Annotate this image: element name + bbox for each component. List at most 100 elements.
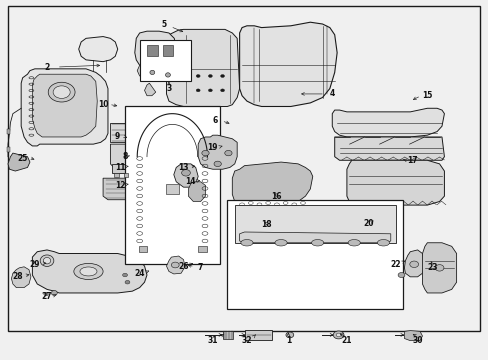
Ellipse shape [220,75,224,77]
Text: 3: 3 [166,84,171,93]
Bar [234,205,395,243]
Text: 31: 31 [207,336,218,345]
Text: 25: 25 [18,154,28,163]
Polygon shape [166,256,184,274]
Ellipse shape [214,161,221,167]
Ellipse shape [171,262,179,268]
Bar [227,200,402,309]
Polygon shape [21,69,108,146]
Polygon shape [334,137,444,160]
Ellipse shape [409,261,418,267]
Bar [123,173,128,177]
Polygon shape [198,135,237,169]
Polygon shape [8,153,30,171]
Bar [147,45,158,56]
Ellipse shape [377,239,389,246]
Ellipse shape [154,53,158,56]
Bar [162,45,173,56]
Polygon shape [239,22,336,107]
Ellipse shape [285,332,293,338]
Ellipse shape [44,292,48,296]
Text: 7: 7 [198,264,203,273]
Bar [166,184,178,194]
Ellipse shape [202,150,209,156]
Ellipse shape [125,280,130,284]
Text: 12: 12 [115,181,125,190]
Ellipse shape [181,170,190,176]
Text: 8: 8 [122,152,127,161]
Text: 22: 22 [389,260,400,269]
Polygon shape [135,31,176,67]
Text: 20: 20 [363,219,373,228]
Ellipse shape [196,75,200,77]
Polygon shape [11,267,31,288]
Polygon shape [103,178,136,200]
Text: 21: 21 [341,336,351,345]
Bar [114,173,119,177]
Text: 5: 5 [161,19,166,28]
Polygon shape [188,182,205,202]
Ellipse shape [150,70,155,75]
Ellipse shape [332,331,343,339]
Polygon shape [137,63,147,76]
Text: 14: 14 [185,177,196,186]
Polygon shape [144,83,156,96]
Polygon shape [422,243,456,293]
Text: 16: 16 [270,192,281,201]
Bar [110,123,134,142]
Text: 32: 32 [241,336,252,345]
Polygon shape [166,30,239,107]
Ellipse shape [153,58,157,61]
Polygon shape [404,250,424,277]
Polygon shape [346,160,444,205]
Ellipse shape [434,265,443,271]
Ellipse shape [311,239,323,246]
Ellipse shape [80,267,97,276]
Polygon shape [79,37,118,62]
Polygon shape [404,330,422,341]
Text: 11: 11 [115,163,125,172]
Polygon shape [32,74,97,137]
Text: 27: 27 [41,292,52,301]
Text: 23: 23 [426,264,437,273]
Text: 30: 30 [411,336,422,345]
Ellipse shape [224,150,232,156]
Ellipse shape [122,273,127,277]
Polygon shape [32,250,147,293]
Text: 4: 4 [329,89,334,98]
Text: 10: 10 [98,100,108,109]
Text: 24: 24 [134,269,144,278]
Text: 9: 9 [115,132,120,141]
Bar [112,164,132,173]
Bar [139,246,147,252]
Ellipse shape [208,75,212,77]
Ellipse shape [51,291,57,296]
Bar [198,246,206,252]
Polygon shape [331,108,444,137]
Ellipse shape [208,89,212,92]
Ellipse shape [74,264,103,279]
Bar [222,331,233,338]
Ellipse shape [43,257,51,264]
Ellipse shape [274,239,286,246]
Ellipse shape [347,239,360,246]
Polygon shape [232,162,312,205]
Text: 19: 19 [207,143,218,152]
Text: 1: 1 [285,336,290,345]
Ellipse shape [48,82,75,102]
Bar [245,329,272,340]
Polygon shape [239,232,390,243]
Ellipse shape [220,89,224,92]
Text: 2: 2 [44,63,50,72]
Ellipse shape [53,86,70,98]
Text: 18: 18 [261,220,271,229]
Ellipse shape [397,273,404,278]
Ellipse shape [196,89,200,92]
Ellipse shape [241,239,252,246]
Bar [6,147,10,152]
Bar [140,40,190,81]
Text: 17: 17 [407,156,417,165]
Text: 29: 29 [29,260,40,269]
Text: 15: 15 [421,91,432,100]
Ellipse shape [152,46,156,49]
